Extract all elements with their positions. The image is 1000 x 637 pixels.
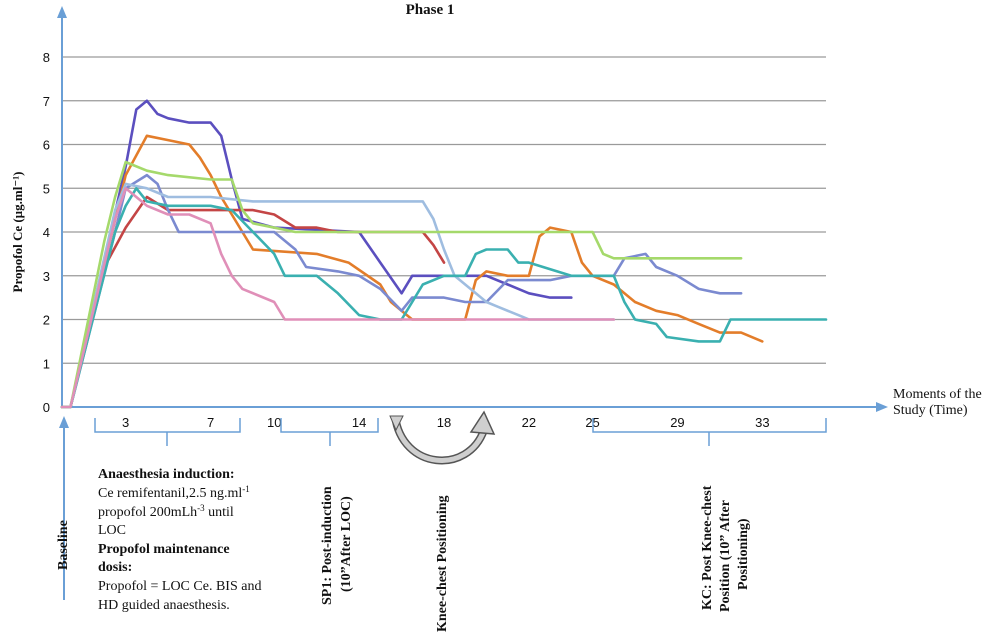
x-tick-label: 22 (522, 415, 536, 430)
rotation-arrow-icon (389, 410, 496, 465)
maintenance-line-2: HD guided anaesthesis. (98, 598, 230, 613)
x-tick-label: 10 (267, 415, 281, 430)
x-tick-labels: 3 7 10 14 18 22 25 29 33 (122, 415, 770, 430)
y-tick-label: 2 (43, 313, 50, 328)
y-tick-label: 4 (43, 225, 50, 240)
y-tick-label: 1 (43, 356, 50, 371)
series-lines (60, 99, 828, 409)
y-tick-labels: 0 1 2 3 4 5 6 7 8 (43, 50, 50, 415)
series-line-5 (60, 182, 616, 409)
y-tick-label: 7 (43, 94, 50, 109)
kc-label-line-2: Position (10” After (718, 500, 733, 612)
series-line-7 (60, 160, 743, 409)
y-tick-label: 6 (43, 138, 50, 153)
series-line-6 (60, 187, 828, 409)
bracket-sp1 (280, 418, 379, 446)
y-axis-label: Propofol Ce (µg.ml⁻¹) (10, 172, 25, 293)
x-axis-arrow-icon (876, 402, 888, 412)
kc-label-line-3: Positioning) (736, 518, 751, 590)
y-tick-label: 5 (43, 181, 50, 196)
y-tick-label: 8 (43, 50, 50, 65)
x-tick-label: 14 (352, 415, 366, 430)
series-line-3 (60, 195, 446, 409)
sp1-label-line-1: SP1: Post-induction (320, 486, 335, 605)
x-tick-label: 18 (437, 415, 451, 430)
knee-chest-label: Knee-chest Positioning (435, 496, 450, 633)
series-line-1 (60, 99, 573, 409)
sp1-label-line-2: (10”After LOC) (339, 496, 354, 592)
series-line-8 (60, 187, 616, 409)
maintenance-title-2: dosis: (98, 560, 132, 575)
x-axis-label-line2: Study (Time) (893, 403, 968, 418)
y-tick-label: 0 (43, 400, 50, 415)
bracket-kc (592, 418, 827, 446)
x-tick-label: 33 (755, 415, 769, 430)
induction-title: Anaesthesia induction: (98, 467, 235, 482)
baseline-arrow-icon (59, 416, 69, 428)
induction-line-3: LOC (98, 523, 126, 538)
induction-line-1: Ce remifentanil,2.5 ng.ml-1 (98, 484, 250, 501)
induction-line-2: propofol 200mLh-3 until (98, 503, 234, 520)
y-axis-arrow-icon (57, 6, 67, 18)
x-tick-label: 3 (122, 415, 129, 430)
x-axis-label-line1: Moments of the (893, 387, 982, 402)
baseline-label: Baseline (56, 520, 71, 570)
series-line-4 (60, 173, 743, 409)
bracket-induction (94, 418, 241, 446)
x-tick-label: 29 (670, 415, 684, 430)
chart-title: Phase 1 (406, 2, 455, 18)
series-line-2 (60, 134, 764, 409)
y-tick-label: 3 (43, 269, 50, 284)
maintenance-line-1: Propofol = LOC Ce. BIS and (98, 579, 261, 594)
kc-label-line-1: KC: Post Knee-chest (700, 485, 715, 610)
x-tick-label: 7 (207, 415, 214, 430)
maintenance-title-1: Propofol maintenance (98, 542, 230, 557)
